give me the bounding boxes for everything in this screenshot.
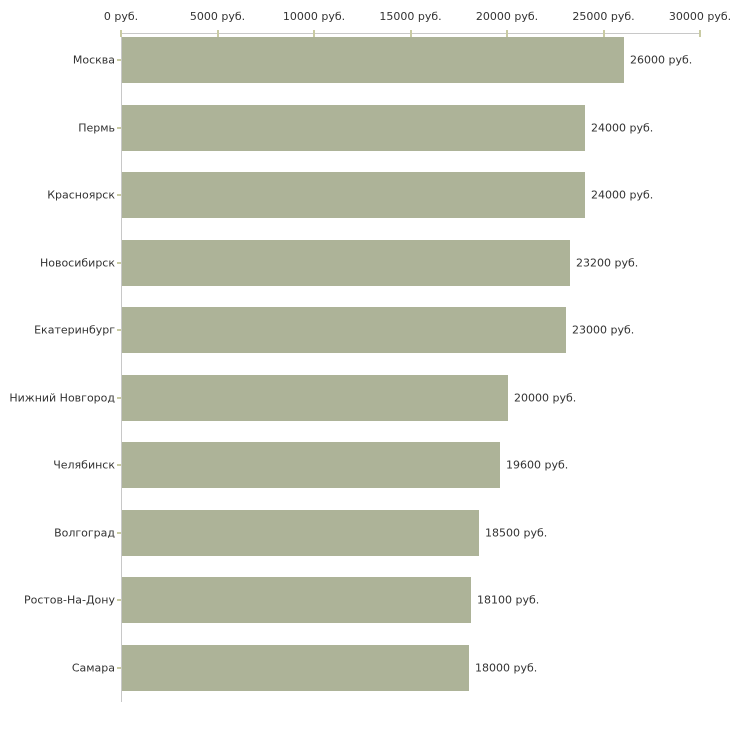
bar: [122, 239, 570, 286]
x-tick-mark: [216, 30, 219, 37]
category-tick-mark: [117, 194, 121, 196]
value-label: 23000 руб.: [572, 323, 635, 337]
bar: [122, 577, 471, 623]
x-tick-mark: [409, 30, 412, 37]
x-tick-label: 30000 руб.: [668, 10, 730, 23]
x-tick-mark: [313, 30, 315, 37]
bar: [122, 374, 508, 421]
category-label: Челябинск: [53, 458, 115, 472]
category-tick-mark: [117, 666, 121, 669]
category-tick-mark: [117, 464, 121, 466]
bar: [122, 509, 479, 556]
x-tick-label: 10000 руб.: [282, 10, 346, 23]
category-label: Самара: [71, 661, 115, 674]
x-tick-label: 5000 руб.: [189, 10, 246, 23]
category-label: Нижний Новгород: [9, 391, 115, 404]
category-tick-mark: [117, 329, 121, 331]
category-label: Волгоград: [54, 526, 115, 539]
category-tick-mark: [117, 261, 121, 264]
category-label: Москва: [72, 53, 115, 67]
bar: [122, 104, 585, 151]
value-label: 18500 руб.: [485, 526, 548, 539]
bar: [122, 644, 469, 691]
category-tick-mark: [117, 59, 121, 61]
value-label: 23200 руб.: [576, 256, 639, 269]
x-tick-mark: [120, 30, 122, 37]
category-label: Красноярск: [47, 188, 115, 202]
bar: [122, 307, 566, 353]
bar: [122, 172, 585, 218]
x-tick-mark: [506, 30, 508, 37]
value-label: 18100 руб.: [477, 593, 540, 607]
value-label: 24000 руб.: [591, 188, 654, 202]
x-tick-mark: [602, 30, 605, 37]
x-tick-mark: [699, 30, 701, 37]
category-tick-mark: [117, 531, 121, 534]
value-label: 18000 руб.: [475, 661, 538, 674]
x-tick-label: 0 руб.: [103, 10, 139, 23]
value-label: 19600 руб.: [506, 458, 569, 472]
category-label: Екатеринбург: [34, 323, 115, 337]
bar: [122, 442, 500, 488]
category-tick-mark: [117, 396, 121, 399]
value-label: 24000 руб.: [591, 121, 654, 134]
category-label: Пермь: [78, 121, 115, 134]
bar: [122, 37, 624, 83]
x-tick-label: 25000 руб.: [572, 10, 635, 23]
category-tick-mark: [117, 126, 121, 129]
category-tick-mark: [117, 599, 121, 601]
x-tick-label: 20000 руб.: [475, 10, 539, 23]
category-label: Ростов-На-Дону: [23, 593, 115, 607]
y-axis-line: [121, 33, 122, 702]
category-label: Новосибирск: [39, 256, 115, 269]
value-label: 26000 руб.: [630, 53, 693, 67]
value-label: 20000 руб.: [514, 391, 577, 404]
x-tick-label: 15000 руб.: [379, 10, 442, 23]
